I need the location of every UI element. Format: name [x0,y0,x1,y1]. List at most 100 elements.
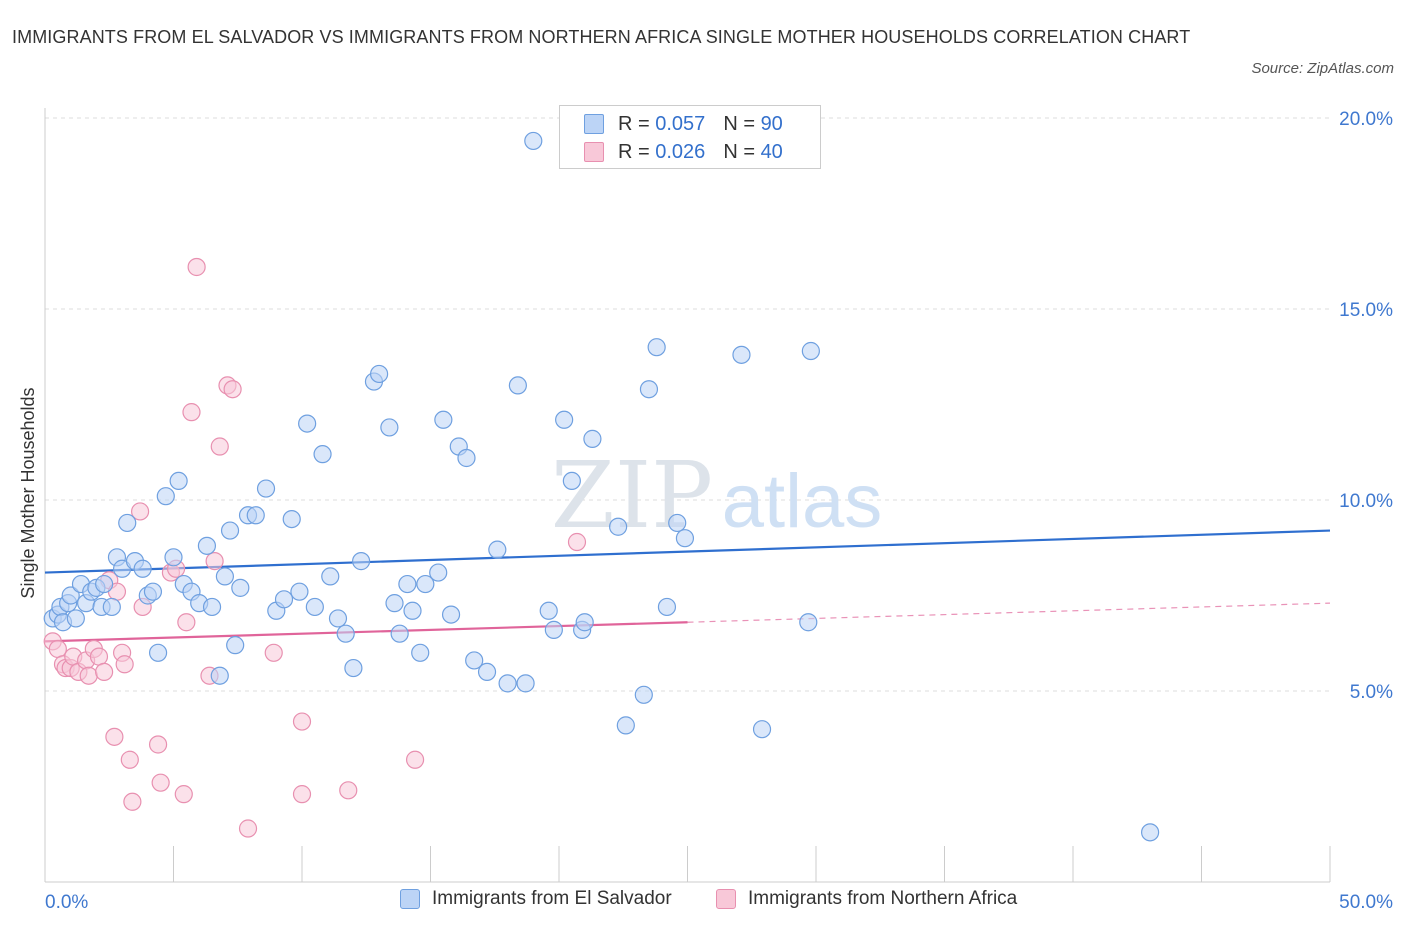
legend-n-label: N = [723,112,755,135]
point-northern-africa [95,662,114,682]
series-legend-el-salvador[interactable]: Immigrants from El Salvador [400,888,672,910]
point-el-salvador [215,567,234,586]
legend-n-value: 90 [760,112,783,135]
point-northern-africa [123,792,142,811]
point-northern-africa [405,750,425,769]
point-el-salvador [498,674,517,693]
point-el-salvador [336,624,355,643]
x-tick-label: 50.0% [1339,892,1393,913]
series-swatch-blue [400,889,420,909]
series-swatch-pink [716,889,736,909]
point-el-salvador [380,418,399,437]
data-points [43,131,1160,842]
point-el-salvador [274,590,294,609]
point-el-salvador [220,521,240,540]
legend-row-el-salvador: R = 0.057 N = 90 [584,110,783,138]
point-el-salvador [465,651,484,670]
axes [44,108,1331,883]
y-tick-label: 15.0% [1339,300,1393,321]
point-el-salvador [95,574,114,594]
legend-row-northern-africa: R = 0.026 N = 40 [584,138,783,166]
point-northern-africa [48,639,67,659]
point-el-salvador [305,597,324,617]
point-el-salvador [801,341,820,361]
point-el-salvador [231,578,250,597]
y-tick-label: 20.0% [1339,109,1393,130]
tick-labels: 5.0% 10.0% 15.0% 20.0% 0.0% 50.0% [45,109,1393,913]
legend-r-label: R = [618,112,650,135]
legend-swatch-pink [584,142,604,162]
point-el-salvador [634,685,653,704]
chart-title: IMMIGRANTS FROM EL SALVADOR VS IMMIGRANT… [12,27,1191,47]
trend-line-extrapolated [687,602,1331,623]
point-el-salvador [524,131,543,151]
point-northern-africa [182,403,201,422]
point-el-salvador [102,597,121,617]
point-el-salvador [411,643,430,662]
series-legend-northern-africa[interactable]: Immigrants from Northern Africa [716,888,1017,910]
point-northern-africa [148,735,168,754]
series-label: Immigrants from El Salvador [432,888,672,909]
legend-swatch-blue [584,114,604,134]
series-label: Immigrants from Northern Africa [748,888,1018,909]
point-northern-africa [292,785,312,804]
point-northern-africa [238,819,258,838]
point-el-salvador [202,597,222,617]
source-credit: Source: ZipAtlas.com [1251,60,1394,77]
point-el-salvador [398,574,417,594]
point-el-salvador [133,559,152,578]
point-el-salvador [210,666,229,685]
point-el-salvador [488,540,507,559]
point-el-salvador [344,658,363,678]
point-northern-africa [223,380,242,399]
point-el-salvador [575,613,594,632]
point-el-salvador [143,582,163,601]
point-el-salvador [609,517,628,536]
point-el-salvador [583,429,602,448]
trend-line-el-salvador [44,529,1331,574]
point-el-salvador [477,662,497,682]
point-northern-africa [120,750,139,769]
point-el-salvador [370,364,389,384]
point-el-salvador [352,552,371,571]
point-el-salvador [385,594,404,613]
point-el-salvador [668,513,687,533]
point-northern-africa [174,785,193,804]
point-northern-africa [130,502,150,521]
point-el-salvador [1140,823,1160,842]
point-el-salvador [616,716,635,735]
point-el-salvador [434,410,453,429]
point-el-salvador [647,338,666,357]
point-northern-africa [151,773,170,792]
point-el-salvador [657,597,677,617]
point-el-salvador [639,380,659,399]
point-el-salvador [118,513,137,533]
gridlines [45,117,1330,692]
legend-r-value: 0.026 [655,140,706,163]
point-el-salvador [148,643,168,662]
point-el-salvador [328,609,348,628]
point-el-salvador [675,529,695,548]
point-el-salvador [156,487,175,506]
point-el-salvador [555,410,574,429]
point-northern-africa [205,552,224,571]
point-el-salvador [539,601,558,620]
point-el-salvador [290,582,309,601]
point-northern-africa [187,257,206,277]
x-tick-label: 0.0% [45,892,88,913]
point-el-salvador [544,620,563,639]
point-el-salvador [246,506,265,525]
point-el-salvador [390,624,409,643]
point-el-salvador [164,548,183,567]
legend-n-value: 40 [760,140,783,163]
point-el-salvador [298,414,317,433]
point-el-salvador [752,720,772,739]
point-el-salvador [282,509,301,529]
y-tick-label: 5.0% [1350,682,1393,703]
point-northern-africa [105,727,124,746]
point-el-salvador [197,536,217,555]
legend-r-value: 0.057 [655,112,706,135]
y-tick-label: 10.0% [1339,491,1393,512]
y-axis-label: Single Mother Households [18,387,38,598]
legend-n-label: N = [723,140,755,163]
